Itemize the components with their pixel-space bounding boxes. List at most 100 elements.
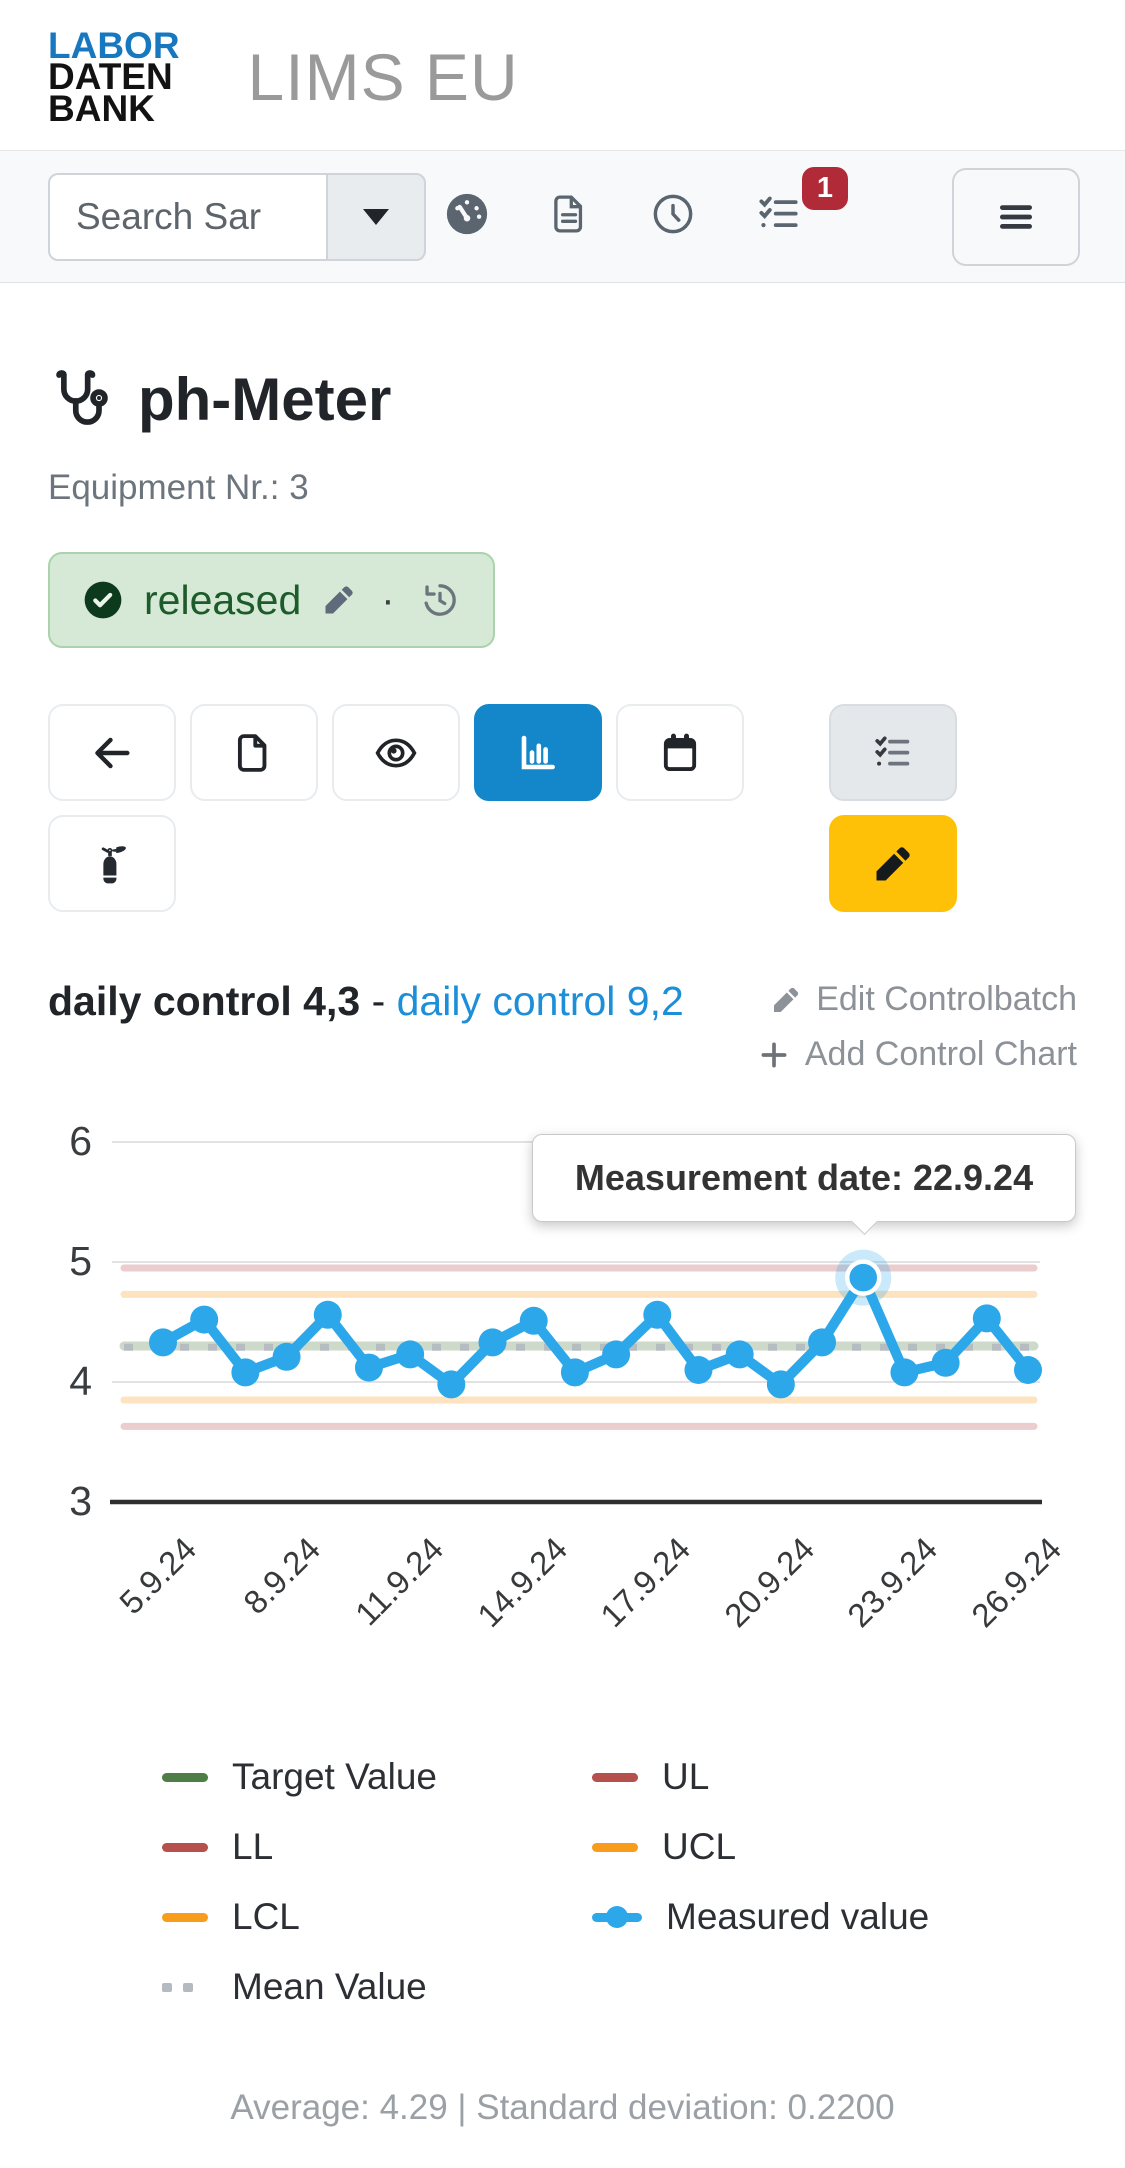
eye-icon	[375, 738, 417, 767]
page-title: LIMS EU	[247, 40, 519, 114]
bar-chart-icon	[521, 735, 555, 769]
x-tick-label: 26.9.24	[964, 1530, 1069, 1635]
legend-swatch	[162, 1982, 208, 1992]
y-tick-label: 4	[69, 1358, 92, 1404]
file-icon	[237, 733, 267, 772]
chevron-down-icon	[363, 208, 389, 225]
legend-swatch	[592, 1905, 642, 1928]
document-icon[interactable]	[548, 191, 592, 242]
check-circle-icon	[84, 581, 122, 619]
document-button[interactable]	[190, 704, 318, 801]
stethoscope-icon	[56, 369, 108, 425]
y-tick-label: 6	[69, 1118, 92, 1164]
status-badge: released ·	[48, 552, 495, 648]
add-control-chart-link[interactable]: Add Control Chart	[757, 1035, 1077, 1074]
legend-item-target-value[interactable]: Target Value	[162, 1750, 592, 1804]
tasks-button[interactable]	[829, 704, 957, 801]
search-group	[48, 172, 426, 261]
logo-line-1: LABOR	[48, 24, 180, 66]
toolbar-icons: 1	[444, 167, 892, 242]
x-axis-labels: 5.9.24 8.9.24 11.9.24 14.9.24 17.9.24 20.9.24…	[0, 1514, 1125, 1710]
x-tick-label: 11.9.24	[348, 1530, 451, 1633]
hamburger-menu-button[interactable]	[952, 167, 1080, 266]
app-header: LABOR DATEN BANK LIMS EU	[0, 0, 1125, 150]
controlbatch-separator: -	[371, 978, 386, 1024]
control-chart-button[interactable]	[474, 704, 602, 801]
chart-tooltip: Measurement date: 22.9.24	[532, 1134, 1076, 1235]
legend-swatch	[592, 1842, 638, 1852]
calendar-icon	[663, 733, 697, 771]
edit-controlbatch-link[interactable]: Edit Controlbatch	[770, 980, 1077, 1019]
x-tick-label: 23.9.24	[840, 1530, 945, 1635]
legend-label: LL	[232, 1826, 274, 1867]
plus-icon	[761, 1042, 787, 1067]
legend-label: UL	[662, 1756, 710, 1797]
fire-extinguisher-button[interactable]	[48, 815, 176, 912]
calendar-button[interactable]	[616, 704, 744, 801]
legend-label: Mean Value	[232, 1966, 427, 2007]
action-row-1	[48, 704, 1077, 801]
legend-label: Measured value	[666, 1896, 930, 1937]
history-icon[interactable]	[419, 579, 461, 621]
controlbatch-heading: daily control 4,3 - daily control 9,2	[48, 978, 684, 1025]
chart-stats: Average: 4.29 | Standard deviation: 0.22…	[230, 2088, 895, 2127]
clock-icon[interactable]	[650, 191, 696, 242]
arrow-left-icon	[95, 737, 130, 768]
labordatenbank-logo[interactable]: LABOR DATEN BANK	[48, 24, 180, 129]
back-button[interactable]	[48, 704, 176, 801]
edit-status-icon[interactable]	[321, 582, 357, 618]
fire-extinguisher-icon	[101, 845, 126, 883]
legend-item-ucl[interactable]: UCL	[592, 1820, 1125, 1874]
action-row-2	[48, 815, 1077, 912]
hamburger-icon	[1000, 204, 1032, 229]
notification-badge: 1	[801, 167, 848, 210]
chart-legend: Target Value UL LL UCL LCL Measured value Mean…	[162, 1750, 1125, 2014]
edit-button[interactable]	[829, 815, 957, 912]
x-tick-label: 20.9.24	[716, 1530, 822, 1635]
task-list-icon[interactable]: 1	[754, 167, 848, 242]
pencil-icon	[876, 846, 910, 880]
y-tick-label: 5	[69, 1238, 92, 1284]
chart-tooltip-text: Measurement date: 22.9.24	[574, 1157, 1034, 1198]
status-label: released	[144, 576, 302, 623]
search-scope-dropdown[interactable]	[326, 172, 426, 261]
legend-item-ul[interactable]: UL	[592, 1750, 1125, 1804]
top-toolbar: 1	[0, 150, 1125, 283]
legend-swatch	[162, 1912, 208, 1922]
controlbatch-row: daily control 4,3 - daily control 9,2 Ed…	[48, 978, 1077, 1074]
legend-label: LCL	[232, 1896, 300, 1937]
pencil-icon	[774, 987, 799, 1012]
legend-swatch	[162, 1842, 208, 1852]
controlbatch-actions: Edit Controlbatch Add Control Chart	[757, 980, 1077, 1074]
x-tick-label: 14.9.24	[469, 1530, 574, 1635]
equipment-name: ph-Meter	[138, 366, 392, 433]
legend-item-lcl[interactable]: LCL	[162, 1890, 592, 1944]
x-tick-label: 17.9.24	[593, 1530, 698, 1635]
legend-swatch	[162, 1772, 208, 1782]
control-chart-plot[interactable]	[0, 1110, 1125, 1512]
legend-label: Target Value	[232, 1756, 437, 1797]
view-button[interactable]	[332, 704, 460, 801]
equipment-number: Equipment Nr.: 3	[48, 468, 309, 507]
speedometer-icon[interactable]	[444, 191, 490, 242]
dot-separator: ·	[381, 577, 395, 622]
controlbatch-link[interactable]: daily control 9,2	[396, 978, 684, 1024]
legend-item-mean-value[interactable]: Mean Value	[162, 1960, 592, 2014]
legend-swatch	[592, 1772, 638, 1782]
controlbatch-active: daily control 4,3	[48, 978, 361, 1024]
y-tick-label: 3	[69, 1478, 92, 1524]
task-list-icon	[875, 736, 910, 766]
legend-item-ll[interactable]: LL	[162, 1820, 592, 1874]
logo-line-3: BANK	[48, 87, 155, 129]
logo-line-2: DATEN	[48, 56, 173, 98]
x-tick-label: 8.9.24	[235, 1530, 327, 1622]
equipment-title-row: ph-Meter	[48, 365, 1077, 434]
add-control-chart-label: Add Control Chart	[804, 1035, 1077, 1073]
legend-label: UCL	[662, 1826, 737, 1867]
edit-controlbatch-label: Edit Controlbatch	[816, 980, 1077, 1018]
control-chart: 6 5 4 3 5.9.24 8.9.24 11.9.24 14.9.24 17.9.24 20…	[0, 1110, 1125, 1710]
legend-item-measured-value[interactable]: Measured value	[592, 1890, 1125, 1944]
action-button-zone	[48, 704, 1077, 912]
x-tick-label: 5.9.24	[112, 1530, 204, 1622]
search-input[interactable]	[48, 172, 326, 261]
